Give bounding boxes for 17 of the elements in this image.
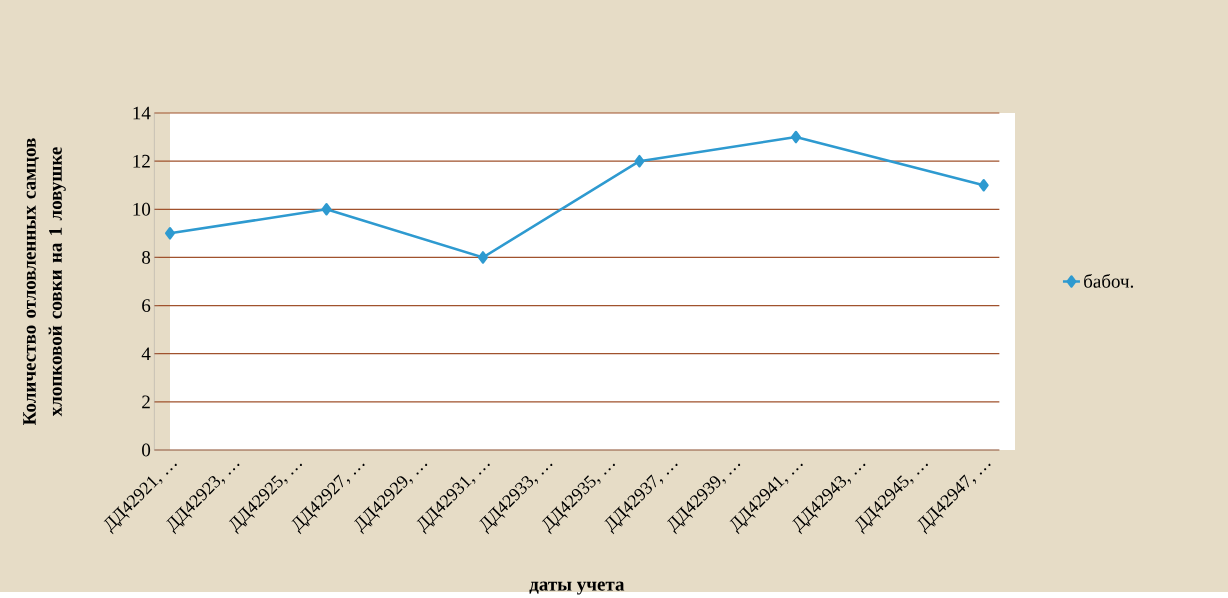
y-tick-label: 8 <box>142 251 151 264</box>
point <box>321 203 332 216</box>
point <box>978 179 989 192</box>
y-tick-label: 6 <box>142 299 151 312</box>
legend-label: бабоч. <box>1084 273 1134 288</box>
y-tick-label: 10 <box>133 202 151 216</box>
y-tick-label: 4 <box>141 347 151 360</box>
point <box>634 154 645 168</box>
y-tick-label: 12 <box>133 154 150 168</box>
y-tick-label: 14 <box>133 106 151 120</box>
y-tick-label: 0 <box>142 443 151 457</box>
y-axis-title: Количество отловленных самцов хлопковой совки на 1 ловушке <box>23 138 66 426</box>
x-axis-title: даты учета <box>529 581 625 595</box>
point <box>477 251 488 264</box>
y-tick-label: 2 <box>142 395 150 409</box>
point <box>165 227 175 240</box>
point <box>790 130 801 144</box>
